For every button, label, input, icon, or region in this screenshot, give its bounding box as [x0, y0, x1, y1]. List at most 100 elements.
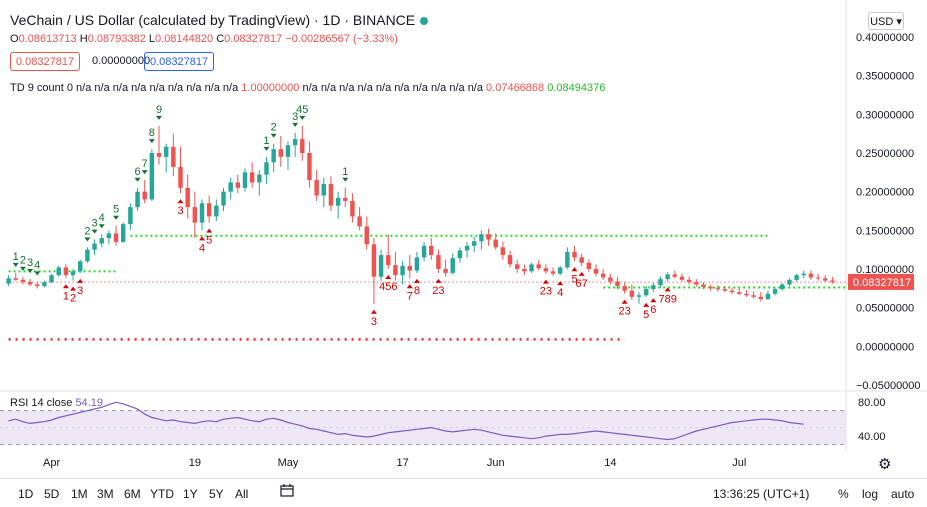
td-level-up: 0.08494376 — [547, 82, 606, 94]
td-buy-setup-marker — [77, 278, 84, 283]
candle-body — [163, 146, 169, 157]
td-buy-count-label: 8 — [414, 285, 420, 297]
candle-body — [486, 234, 491, 240]
candle-body — [328, 183, 334, 206]
td-sell-count-label: 4 — [99, 212, 105, 224]
time-axis[interactable]: Apr19May17Jun14Jul19Aug — [0, 452, 840, 472]
td-sell-setup-marker — [292, 122, 299, 127]
candle-body — [464, 245, 470, 251]
td-sell-count-label: 3 — [91, 218, 97, 230]
candle-body — [457, 250, 463, 259]
candle-body — [149, 153, 155, 200]
td-sell-count-label: 1 — [342, 166, 348, 178]
td-buy-setup-marker — [643, 302, 650, 307]
price-pill-bid[interactable]: 0.08327817 — [10, 52, 81, 71]
auto-scale-toggle[interactable]: auto — [891, 487, 915, 501]
candle-body — [579, 257, 584, 263]
candle-body — [529, 264, 534, 272]
candle-body — [722, 289, 728, 291]
range-1y[interactable]: 1Y — [183, 487, 198, 501]
rsi-chart[interactable]: 80.00 40.00 — [0, 390, 927, 450]
candle-body — [199, 203, 205, 223]
candle-body — [708, 286, 713, 289]
price-chart[interactable]: 0.40000000 0.35000000 0.30000000 0.25000000… — [0, 0, 927, 390]
candle-body — [493, 239, 498, 248]
calendar-icon[interactable] — [280, 484, 294, 497]
td-buy-setup-marker — [571, 267, 578, 272]
td-na-value: n/a — [357, 82, 376, 94]
price-pill-ask[interactable]: 0.08327817 — [144, 52, 215, 71]
candle-body — [221, 191, 226, 206]
td-na-value: n/a — [302, 82, 321, 94]
range-ytd[interactable]: YTD — [150, 487, 174, 501]
log-scale-toggle[interactable]: log — [862, 487, 879, 501]
range-3m[interactable]: 3M — [97, 487, 114, 501]
td-na-value: n/a — [430, 82, 450, 94]
range-6m[interactable]: 6M — [124, 487, 141, 501]
candle-body — [364, 226, 369, 245]
low-value: 0.08144820 — [155, 33, 214, 45]
td-na-value: n/a — [149, 82, 168, 94]
td-na-value: n/a — [222, 82, 242, 94]
td-level-down: 0.07466868 — [486, 82, 548, 94]
candle-body — [92, 243, 97, 250]
range-5d[interactable]: 5D — [44, 487, 60, 501]
candle-body — [694, 282, 699, 285]
td-buy-count-label: 67 — [576, 278, 588, 290]
td-count-label: TD 9 count 0 — [10, 82, 77, 94]
price-tick-label: 0.35000000 — [856, 71, 914, 83]
td-sell-count-label: 7 — [142, 158, 148, 170]
td-sell-setup-marker — [84, 237, 91, 242]
settings-gear-icon[interactable]: ⚙ — [878, 456, 892, 473]
time-tick-label: 17 — [396, 457, 408, 469]
candle-body — [830, 280, 835, 283]
candle-body — [35, 284, 40, 287]
candle-body — [292, 139, 298, 146]
high-label: H — [79, 33, 88, 45]
td-na-value: n/a — [94, 82, 113, 94]
currency-select[interactable]: USD ▾ — [868, 12, 904, 30]
candle-body — [185, 187, 190, 208]
candle-body — [27, 282, 33, 285]
td-sell-setup-marker — [342, 177, 349, 182]
td-na-value: n/a — [186, 82, 205, 94]
td-buy-count-label: 1 — [63, 290, 69, 302]
td-na-value: n/a — [167, 82, 187, 94]
td-sell-setup-marker — [12, 262, 19, 267]
td-sell-count-label: 45 — [296, 104, 308, 116]
td-buy-setup-marker — [621, 299, 628, 304]
rsi-legend: RSI 14 close 54.19 — [10, 397, 103, 409]
td-buy-count-label: 4 — [557, 287, 563, 299]
candle-body — [257, 174, 262, 183]
candle-body — [472, 241, 477, 246]
candle-body — [278, 149, 284, 157]
candle-body — [701, 284, 706, 287]
range-1m[interactable]: 1M — [71, 487, 88, 501]
candle-body — [235, 182, 241, 188]
candle-body — [615, 281, 620, 287]
range-5y[interactable]: 5Y — [209, 487, 224, 501]
candle-body — [6, 278, 11, 284]
td-sell-count-label: 1 — [13, 251, 19, 263]
candle-body — [128, 207, 133, 225]
candle-body — [622, 286, 627, 291]
candle-body — [572, 251, 577, 258]
clock-timezone[interactable]: 13:36:25 (UTC+1) — [713, 487, 810, 501]
percent-scale-toggle[interactable]: % — [838, 487, 849, 501]
candle-body — [171, 146, 176, 167]
price-tick-label: 0.15000000 — [856, 225, 914, 237]
range-all[interactable]: All — [235, 487, 249, 501]
range-1d[interactable]: 1D — [18, 487, 34, 501]
time-tick-label: 19 — [189, 457, 201, 469]
td-sell-count-label: 3 — [27, 257, 33, 269]
candle-body — [715, 288, 721, 290]
candle-body — [787, 279, 792, 285]
candle-body — [228, 182, 233, 192]
price-tick-label: 0.25000000 — [856, 148, 914, 160]
candle-body — [801, 273, 806, 276]
candle-body — [264, 162, 269, 175]
td-sell-count-label: 6 — [134, 166, 140, 178]
rsi-legend-label: RSI 14 close — [10, 397, 73, 409]
candle-body — [536, 264, 541, 269]
time-tick-label: May — [278, 457, 299, 469]
